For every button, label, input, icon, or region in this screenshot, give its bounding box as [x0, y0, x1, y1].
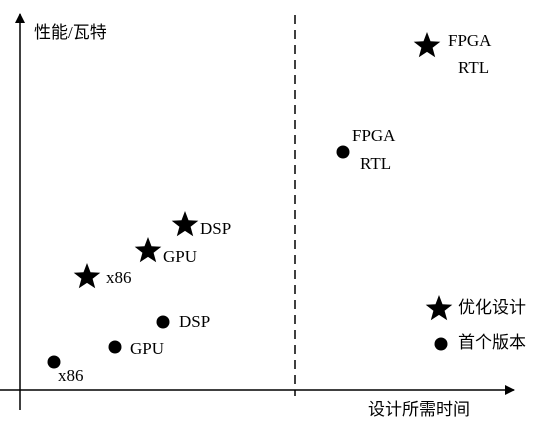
- circle-marker: [156, 315, 170, 329]
- point-label: GPU: [163, 247, 197, 266]
- legend-label: 优化设计: [458, 298, 526, 317]
- circle-marker: [434, 337, 448, 351]
- circle-marker: [336, 145, 350, 159]
- point-label: DSP: [179, 312, 210, 331]
- point-label: DSP: [200, 219, 231, 238]
- star-marker: [134, 237, 162, 263]
- point-label: RTL: [458, 58, 489, 77]
- point-label: x86: [58, 366, 84, 385]
- star-marker: [413, 32, 441, 58]
- star-marker: [171, 211, 199, 237]
- circle-marker: [47, 355, 61, 369]
- point-label: x86: [106, 268, 132, 287]
- y-axis-label: 性能/瓦特: [34, 23, 107, 42]
- legend-label: 首个版本: [458, 333, 526, 352]
- point-label: RTL: [360, 154, 391, 173]
- x-axis-label: 设计所需时间: [368, 400, 470, 419]
- circle-marker: [108, 340, 122, 354]
- point-label: GPU: [130, 339, 164, 358]
- star-marker: [73, 263, 101, 289]
- star-marker: [425, 295, 453, 321]
- point-label: FPGA: [448, 31, 492, 50]
- point-label: FPGA: [352, 126, 396, 145]
